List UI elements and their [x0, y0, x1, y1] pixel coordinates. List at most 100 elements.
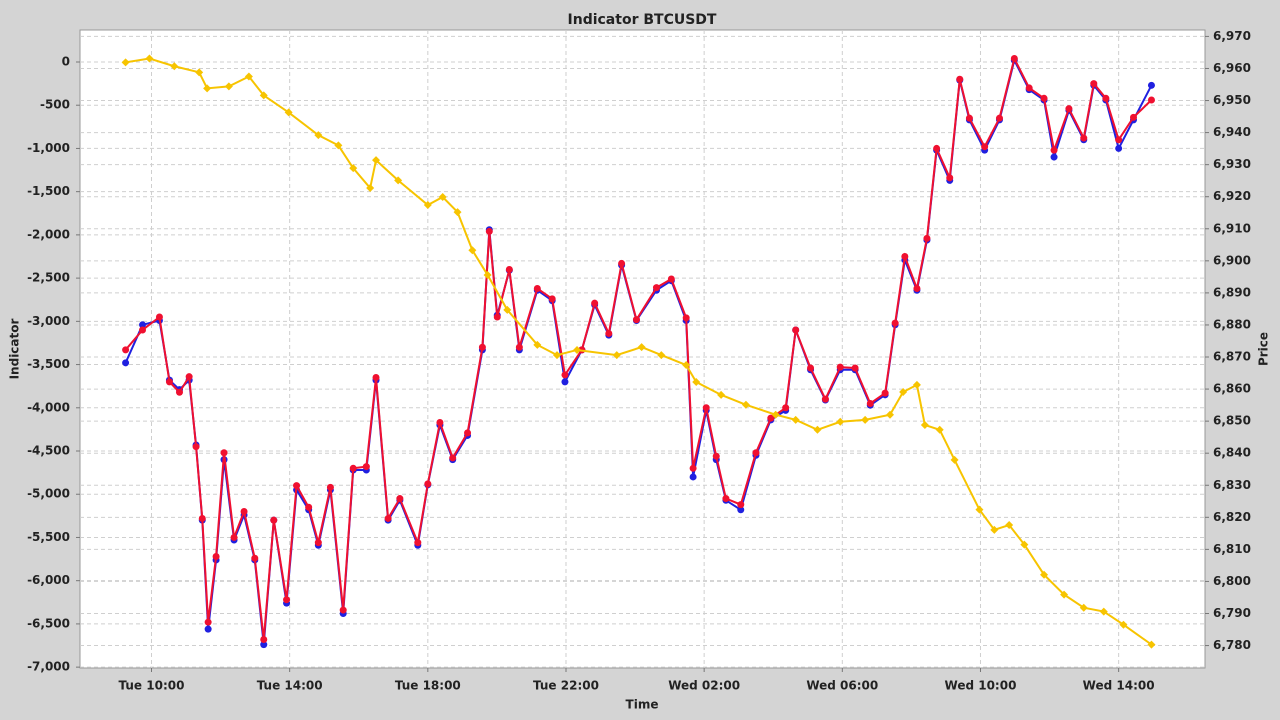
- point: [284, 108, 293, 117]
- point: [791, 415, 800, 424]
- point: [283, 596, 291, 604]
- point: [122, 359, 130, 367]
- point: [689, 464, 697, 472]
- point: [349, 464, 357, 472]
- point: [950, 455, 959, 464]
- point: [424, 480, 432, 488]
- point: [251, 554, 259, 562]
- point: [667, 275, 675, 283]
- point: [1010, 55, 1018, 63]
- point: [1050, 153, 1058, 161]
- point: [836, 417, 845, 426]
- y2-tick-label: 6,840: [1213, 446, 1251, 460]
- x-tick-label: Tue 10:00: [119, 679, 185, 693]
- point: [195, 68, 204, 77]
- point: [1115, 136, 1123, 144]
- y2-tick-label: 6,900: [1213, 253, 1251, 267]
- point: [175, 388, 183, 396]
- point: [1147, 81, 1155, 89]
- point: [449, 454, 457, 462]
- point: [260, 635, 268, 643]
- y2-tick-label: 6,790: [1213, 606, 1251, 620]
- y-tick-label: -4,000: [27, 400, 70, 414]
- point: [485, 227, 493, 235]
- point: [165, 378, 173, 386]
- point: [737, 506, 745, 514]
- point: [712, 452, 720, 460]
- point: [362, 463, 370, 471]
- point: [692, 378, 701, 387]
- point: [293, 482, 301, 490]
- point: [912, 380, 921, 389]
- point: [1040, 94, 1048, 102]
- point: [384, 514, 392, 522]
- point: [314, 539, 322, 547]
- point: [533, 284, 541, 292]
- point: [1147, 96, 1155, 104]
- point: [372, 156, 381, 165]
- point: [923, 234, 931, 242]
- point: [1020, 540, 1029, 549]
- point: [652, 284, 660, 292]
- y-tick-label: -1,000: [27, 141, 70, 155]
- point: [1090, 80, 1098, 88]
- point: [891, 319, 899, 327]
- point: [212, 552, 220, 560]
- point: [224, 82, 233, 91]
- point: [975, 505, 984, 514]
- y-tick-label: -5,500: [27, 530, 70, 544]
- y-tick-label: -6,000: [27, 573, 70, 587]
- point: [436, 418, 444, 426]
- point: [305, 503, 313, 511]
- point: [591, 299, 599, 307]
- y2-tick-label: 6,880: [1213, 317, 1251, 331]
- y2-tick-label: 6,950: [1213, 93, 1251, 107]
- point: [1119, 620, 1128, 629]
- point: [782, 404, 790, 412]
- point: [573, 345, 582, 354]
- point: [995, 114, 1003, 122]
- point: [561, 371, 569, 379]
- point: [935, 425, 944, 434]
- point: [946, 174, 954, 182]
- point: [612, 351, 621, 360]
- point: [899, 387, 908, 396]
- point: [203, 84, 212, 93]
- point: [702, 404, 710, 412]
- point: [548, 295, 556, 303]
- y2-tick-label: 6,810: [1213, 542, 1251, 556]
- point: [767, 414, 775, 422]
- point: [722, 495, 730, 503]
- point: [204, 618, 212, 626]
- point: [204, 625, 212, 633]
- point: [334, 141, 343, 150]
- point: [866, 399, 874, 407]
- x-tick-label: Wed 10:00: [945, 679, 1017, 693]
- series-line: [124, 55, 1153, 640]
- point: [1099, 607, 1108, 616]
- point: [349, 164, 358, 173]
- x-tick-label: Tue 18:00: [395, 679, 461, 693]
- point: [861, 415, 870, 424]
- x-tick-label: Wed 06:00: [806, 679, 878, 693]
- point: [240, 508, 248, 516]
- series-line: [125, 57, 1153, 646]
- point: [464, 429, 472, 437]
- point: [438, 193, 447, 202]
- y-tick-label: -3,500: [27, 357, 70, 371]
- point: [813, 425, 822, 434]
- point: [198, 514, 206, 522]
- point: [956, 75, 964, 83]
- point: [836, 363, 844, 371]
- point: [682, 314, 690, 322]
- point: [637, 343, 646, 352]
- point: [259, 91, 268, 100]
- point: [561, 378, 569, 386]
- y2-tick-label: 6,970: [1213, 29, 1251, 43]
- y2-tick-label: 6,930: [1213, 157, 1251, 171]
- point: [632, 316, 640, 324]
- y2-tick-label: 6,850: [1213, 414, 1251, 428]
- point: [139, 321, 147, 329]
